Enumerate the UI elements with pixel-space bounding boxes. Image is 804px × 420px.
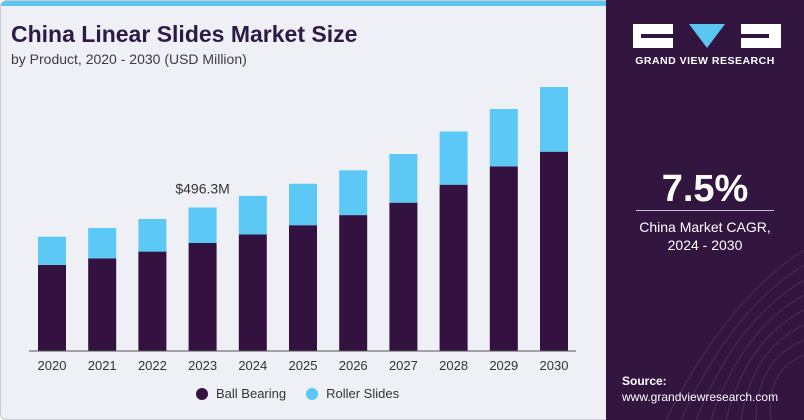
legend-label-roller-slides: Roller Slides <box>326 386 400 401</box>
cagr-label-line2: 2024 - 2030 <box>667 237 743 253</box>
legend-swatch-roller-slides <box>306 387 319 400</box>
x-tick-label-2029: 2029 <box>489 358 518 373</box>
bar-roller-slides-2024 <box>238 195 267 235</box>
legend: Ball Bearing Roller Slides <box>196 386 399 401</box>
x-tick-label-2027: 2027 <box>389 358 418 373</box>
chart-subtitle: by Product, 2020 - 2030 (USD Million) <box>11 51 247 67</box>
x-tick-label-2020: 2020 <box>38 358 67 373</box>
x-tick-label-2024: 2024 <box>238 358 267 373</box>
x-tick-label-2026: 2026 <box>339 358 368 373</box>
x-tick-label-2030: 2030 <box>540 358 569 373</box>
cagr-label: China Market CAGR, 2024 - 2030 <box>606 218 804 254</box>
bar-roller-slides-2021 <box>88 228 117 259</box>
bar-roller-slides-2029 <box>489 109 518 167</box>
cagr-label-line1: China Market CAGR, <box>639 219 771 235</box>
bar-ball-bearing-2030 <box>540 151 568 351</box>
brand-name: GRAND VIEW RESEARCH <box>635 55 775 67</box>
gvr-logo-icon <box>633 24 781 48</box>
bar-roller-slides-2025 <box>289 183 317 226</box>
bar-ball-bearing-2028 <box>439 184 468 351</box>
bar-ball-bearing-2020 <box>38 264 66 351</box>
bar-ball-bearing-2029 <box>489 166 518 351</box>
x-tick-label-2028: 2028 <box>439 358 468 373</box>
top-accent-bar <box>1 1 607 6</box>
legend-item-roller-slides: Roller Slides <box>306 386 399 401</box>
bar-ball-bearing-2021 <box>88 258 117 351</box>
bar-ball-bearing-2022 <box>138 251 167 351</box>
source-url[interactable]: www.grandviewresearch.com <box>622 390 779 404</box>
bar-roller-slides-2027 <box>389 154 418 203</box>
bar-roller-slides-2028 <box>439 131 468 185</box>
decorative-lines <box>665 249 804 420</box>
bar-ball-bearing-2024 <box>238 234 267 351</box>
bar-chart: 2020 2021 2022 2023 2024 2025 2026 2027 2028 2029… <box>29 87 576 373</box>
bar-ball-bearing-2026 <box>339 215 368 351</box>
bar-ball-bearing-2025 <box>289 225 317 351</box>
bar-ball-bearing-2027 <box>389 202 418 351</box>
x-tick-label-2021: 2021 <box>88 358 117 373</box>
bar-ball-bearing-2023 <box>188 242 217 351</box>
legend-swatch-ball-bearing <box>196 387 208 400</box>
source-label: Source: <box>622 374 667 388</box>
bar-roller-slides-2020 <box>38 236 66 265</box>
bar-roller-slides-2026 <box>339 170 368 216</box>
side-panel: GRAND VIEW RESEARCH 7.5% China Market CA… <box>606 0 804 420</box>
divider <box>636 210 774 211</box>
x-tick-label-2022: 2022 <box>138 358 167 373</box>
cagr-value: 7.5% <box>661 168 749 210</box>
legend-item-ball-bearing: Ball Bearing <box>196 386 286 401</box>
bar-roller-slides-2022 <box>138 219 167 252</box>
bar-roller-slides-2030 <box>540 87 568 152</box>
x-tick-label-2023: 2023 <box>188 358 217 373</box>
legend-label-ball-bearing: Ball Bearing <box>216 386 287 401</box>
chart-title: China Linear Slides Market Size <box>11 21 358 47</box>
x-tick-label-2025: 2025 <box>289 358 318 373</box>
data-label-2023: $496.3M <box>175 181 229 197</box>
bar-roller-slides-2023 <box>188 207 217 243</box>
